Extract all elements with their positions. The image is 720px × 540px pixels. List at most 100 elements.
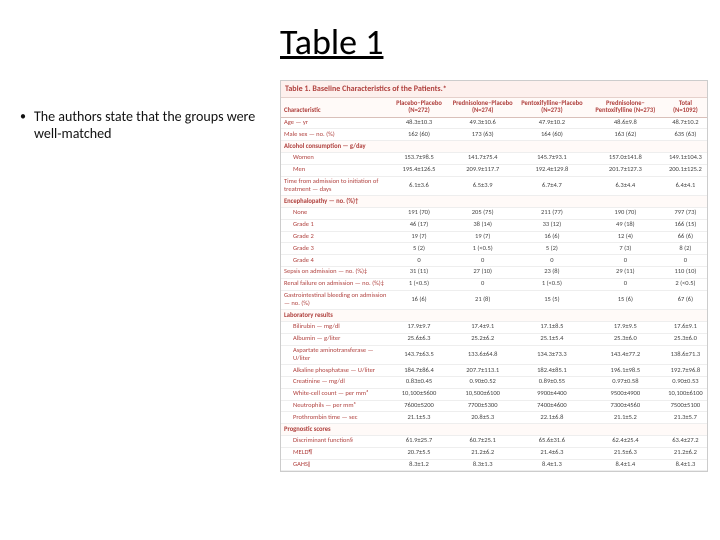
cell-value: 6.1±3.6 [390, 176, 449, 196]
cell-value: 65.6±31.6 [517, 435, 587, 447]
row-label: Grade 2 [281, 231, 390, 243]
table-row: Albumin — g/liter25.6±6.325.2±6.225.1±5.… [281, 333, 707, 345]
table-row: Time from admission to initiation of tre… [281, 176, 707, 196]
cell-value: 9500±4900 [587, 388, 664, 400]
cell-value: 38 (14) [448, 219, 517, 231]
table-row: Prothrombin time — sec21.1±5.320.8±5.322… [281, 412, 707, 424]
cell-value: 21.4±6.3 [517, 447, 587, 459]
cell-value: 0 [664, 255, 707, 267]
row-label: Neutrophils — per mm³ [281, 400, 390, 412]
table-row: Creatinine — mg/dl0.83±0.450.90±0.520.89… [281, 376, 707, 388]
cell-value: 17.6±9.1 [664, 321, 707, 333]
table-row: Discriminant function§61.9±25.760.7±25.1… [281, 435, 707, 447]
cell-value [517, 196, 587, 208]
cell-value: 17.4±9.1 [448, 321, 517, 333]
cell-value: 0.90±0.52 [448, 376, 517, 388]
row-label: Women [281, 152, 390, 164]
cell-value [517, 310, 587, 322]
cell-value: 21.2±6.2 [448, 447, 517, 459]
cell-value: 184.7±86.4 [390, 365, 449, 377]
cell-value [587, 310, 664, 322]
cell-value: 192.4±129.8 [517, 164, 587, 176]
cell-value: 5 (2) [517, 243, 587, 255]
table-row: Alcohol consumption — g/day [281, 141, 707, 153]
cell-value: 16 (6) [390, 290, 449, 310]
cell-value: 2 (<0.5) [664, 278, 707, 290]
cell-value: 1 (<0.5) [448, 243, 517, 255]
cell-value: 47.9±10.2 [517, 117, 587, 129]
cell-value: 6.7±4.7 [517, 176, 587, 196]
cell-value: 205 (75) [448, 207, 517, 219]
table-row: Laboratory results [281, 310, 707, 322]
cell-value [664, 424, 707, 436]
row-label: Laboratory results [281, 310, 390, 322]
cell-value: 49 (18) [587, 219, 664, 231]
cell-value [448, 141, 517, 153]
row-label: Age — yr [281, 117, 390, 129]
cell-value: 20.8±5.3 [448, 412, 517, 424]
cell-value: 19 (7) [390, 231, 449, 243]
cell-value: 7 (3) [587, 243, 664, 255]
bullet-dot-icon: • [20, 110, 26, 124]
cell-value: 19 (7) [448, 231, 517, 243]
cell-value: 138.6±71.3 [664, 345, 707, 365]
cell-value: 7700±5300 [448, 400, 517, 412]
row-label: Alcohol consumption — g/day [281, 141, 390, 153]
table-row: White-cell count — per mm³10,100±560010,… [281, 388, 707, 400]
cell-value: 23 (8) [517, 266, 587, 278]
cell-value: 17.1±8.5 [517, 321, 587, 333]
cell-value: 16 (6) [517, 231, 587, 243]
cell-value [664, 196, 707, 208]
cell-value: 196.1±98.5 [587, 365, 664, 377]
table-row: Sepsis on admission — no. (%)‡31 (11)27 … [281, 266, 707, 278]
cell-value: 15 (5) [517, 290, 587, 310]
cell-value: 60.7±25.1 [448, 435, 517, 447]
row-label: Time from admission to initiation of tre… [281, 176, 390, 196]
row-label: Prognostic scores [281, 424, 390, 436]
cell-value: 8.3±1.2 [390, 459, 449, 471]
cell-value: 48.6±9.8 [587, 117, 664, 129]
cell-value: 207.7±113.1 [448, 365, 517, 377]
row-label: Encephalopathy — no. (%)† [281, 196, 390, 208]
cell-value: 1 (<0.5) [390, 278, 449, 290]
cell-value: 6.3±4.4 [587, 176, 664, 196]
cell-value: 48.7±10.2 [664, 117, 707, 129]
table-row: MELD¶20.7±5.521.2±6.221.4±6.321.5±6.321.… [281, 447, 707, 459]
cell-value: 0 [517, 255, 587, 267]
cell-value: 49.3±10.6 [448, 117, 517, 129]
cell-value: 7400±4600 [517, 400, 587, 412]
cell-value [448, 310, 517, 322]
cell-value: 8 (2) [664, 243, 707, 255]
cell-value: 134.3±73.3 [517, 345, 587, 365]
cell-value: 173 (63) [448, 129, 517, 141]
table-row: Male sex — no. (%)162 (60)173 (63)164 (6… [281, 129, 707, 141]
cell-value: 0 [448, 278, 517, 290]
cell-value: 153.7±98.5 [390, 152, 449, 164]
cell-value: 21.1±5.2 [587, 412, 664, 424]
cell-value: 7600±5200 [390, 400, 449, 412]
cell-value: 635 (63) [664, 129, 707, 141]
cell-value [664, 141, 707, 153]
cell-value: 61.9±25.7 [390, 435, 449, 447]
cell-value: 164 (60) [517, 129, 587, 141]
row-label: Gastrointestinal bleeding on admission —… [281, 290, 390, 310]
cell-value: 8.4±1.3 [664, 459, 707, 471]
bullet-item: • The authors state that the groups were… [20, 108, 270, 142]
cell-value: 17.9±9.5 [587, 321, 664, 333]
cell-value [587, 141, 664, 153]
table-row: None191 (70)205 (75)211 (77)190 (70)797 … [281, 207, 707, 219]
cell-value: 192.7±96.8 [664, 365, 707, 377]
row-label: Renal failure on admission — no. (%)‡ [281, 278, 390, 290]
bullet-text: The authors state that the groups were w… [34, 108, 270, 142]
cell-value: 5 (2) [390, 243, 449, 255]
cell-value: 22.1±6.8 [517, 412, 587, 424]
cell-value: 0 [448, 255, 517, 267]
cell-value: 15 (6) [587, 290, 664, 310]
cell-value [448, 196, 517, 208]
cell-value [587, 196, 664, 208]
cell-value: 143.4±77.2 [587, 345, 664, 365]
cell-value [390, 141, 449, 153]
cell-value [517, 141, 587, 153]
row-label: Grade 3 [281, 243, 390, 255]
cell-value: 0 [587, 278, 664, 290]
